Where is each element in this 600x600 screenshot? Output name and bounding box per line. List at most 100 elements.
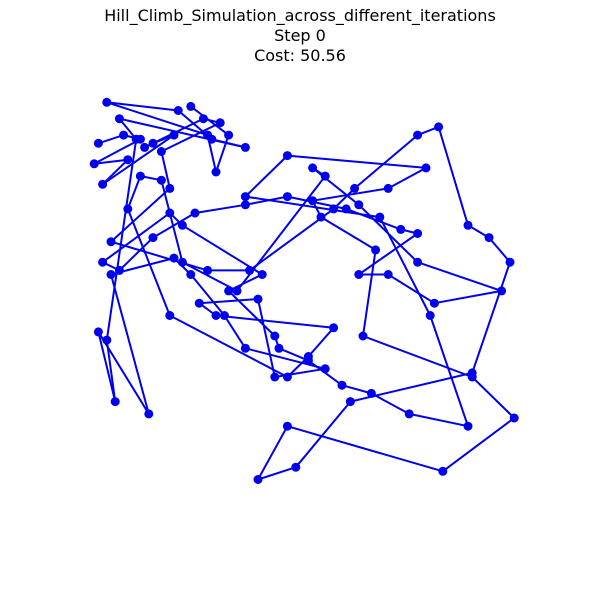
route-segment [257, 466, 297, 481]
route-segment [160, 121, 222, 153]
route-segment [278, 347, 310, 362]
city-point [383, 183, 393, 193]
route-segment [286, 425, 444, 473]
route-segment [110, 273, 150, 415]
route-segment [105, 101, 209, 137]
route-segment [286, 154, 427, 169]
city-point [224, 286, 234, 296]
city-point [257, 270, 267, 279]
city-point [413, 257, 423, 267]
route-segment [152, 212, 196, 239]
route-segment [257, 425, 289, 481]
city-point [89, 159, 99, 169]
city-point [329, 323, 339, 333]
route-segment [416, 261, 503, 292]
city-point [198, 114, 208, 124]
route-segment [244, 195, 289, 206]
route-segment [189, 273, 226, 317]
route-segment [408, 412, 469, 428]
route-segment [93, 158, 129, 165]
route-segment [215, 134, 230, 173]
city-point [337, 380, 347, 390]
city-point [186, 101, 196, 111]
city-point [93, 327, 103, 337]
route-points [89, 97, 519, 484]
route-segment [307, 326, 335, 358]
city-point [467, 372, 477, 382]
route-segment [294, 400, 352, 469]
city-point [144, 409, 154, 419]
route-segment [332, 187, 356, 210]
city-point [429, 298, 439, 308]
route-segment [194, 203, 247, 214]
city-point [358, 331, 368, 341]
route-segment [441, 417, 516, 473]
city-point [190, 208, 200, 218]
route-segment [215, 314, 335, 329]
route-segment [105, 101, 180, 112]
city-point [123, 204, 133, 214]
city-point [240, 142, 250, 152]
city-point [240, 200, 250, 210]
route-segment [488, 236, 511, 264]
route-segment [93, 138, 142, 165]
city-point [98, 179, 108, 189]
city-point [366, 388, 376, 398]
route-segment [227, 289, 276, 337]
route-lines [93, 101, 516, 481]
city-point [282, 192, 292, 202]
city-point [156, 147, 166, 156]
route-segment [357, 232, 419, 276]
route-segment [244, 347, 327, 370]
city-point [354, 200, 364, 210]
city-point [354, 270, 364, 279]
city-point [131, 134, 141, 144]
city-point [270, 372, 280, 382]
city-point [253, 294, 263, 304]
city-point [98, 257, 108, 267]
cost-label: Cost: 50.56 [254, 46, 346, 65]
city-point [345, 397, 355, 407]
city-point [434, 122, 444, 132]
city-point [484, 233, 494, 243]
route-segment [223, 314, 247, 350]
route-segment [101, 134, 175, 186]
city-point [156, 175, 166, 185]
route-segment [126, 175, 142, 210]
city-point [240, 343, 250, 353]
step-label: Step 0 [274, 26, 326, 45]
city-point [114, 265, 124, 275]
route-segment [126, 207, 171, 317]
route-segment [244, 154, 289, 198]
route-segment [353, 134, 419, 190]
route-segment [168, 314, 289, 378]
city-point [173, 106, 183, 115]
route-segment [101, 212, 171, 264]
chart-title: Hill_Climb_Simulation_across_different_i… [104, 6, 496, 25]
route-segment [341, 384, 373, 395]
route-segment [105, 339, 117, 403]
city-point [497, 286, 507, 296]
city-point [375, 212, 385, 222]
route-segment [429, 314, 469, 428]
city-point [224, 130, 234, 140]
route-segment [471, 376, 516, 419]
city-point [165, 311, 175, 320]
city-point [316, 212, 326, 222]
route-segment [433, 289, 503, 305]
city-point [282, 151, 292, 161]
city-point [169, 130, 179, 140]
city-point [211, 311, 221, 320]
route-segment [110, 240, 209, 272]
city-point [219, 311, 229, 320]
city-point [413, 130, 423, 140]
city-point [308, 163, 318, 173]
city-point [396, 224, 406, 234]
city-point [186, 270, 196, 279]
city-point [148, 138, 158, 148]
route-segment [437, 125, 469, 227]
city-point [177, 257, 187, 267]
city-point [509, 413, 519, 423]
city-point [413, 229, 423, 238]
city-point [350, 183, 360, 193]
